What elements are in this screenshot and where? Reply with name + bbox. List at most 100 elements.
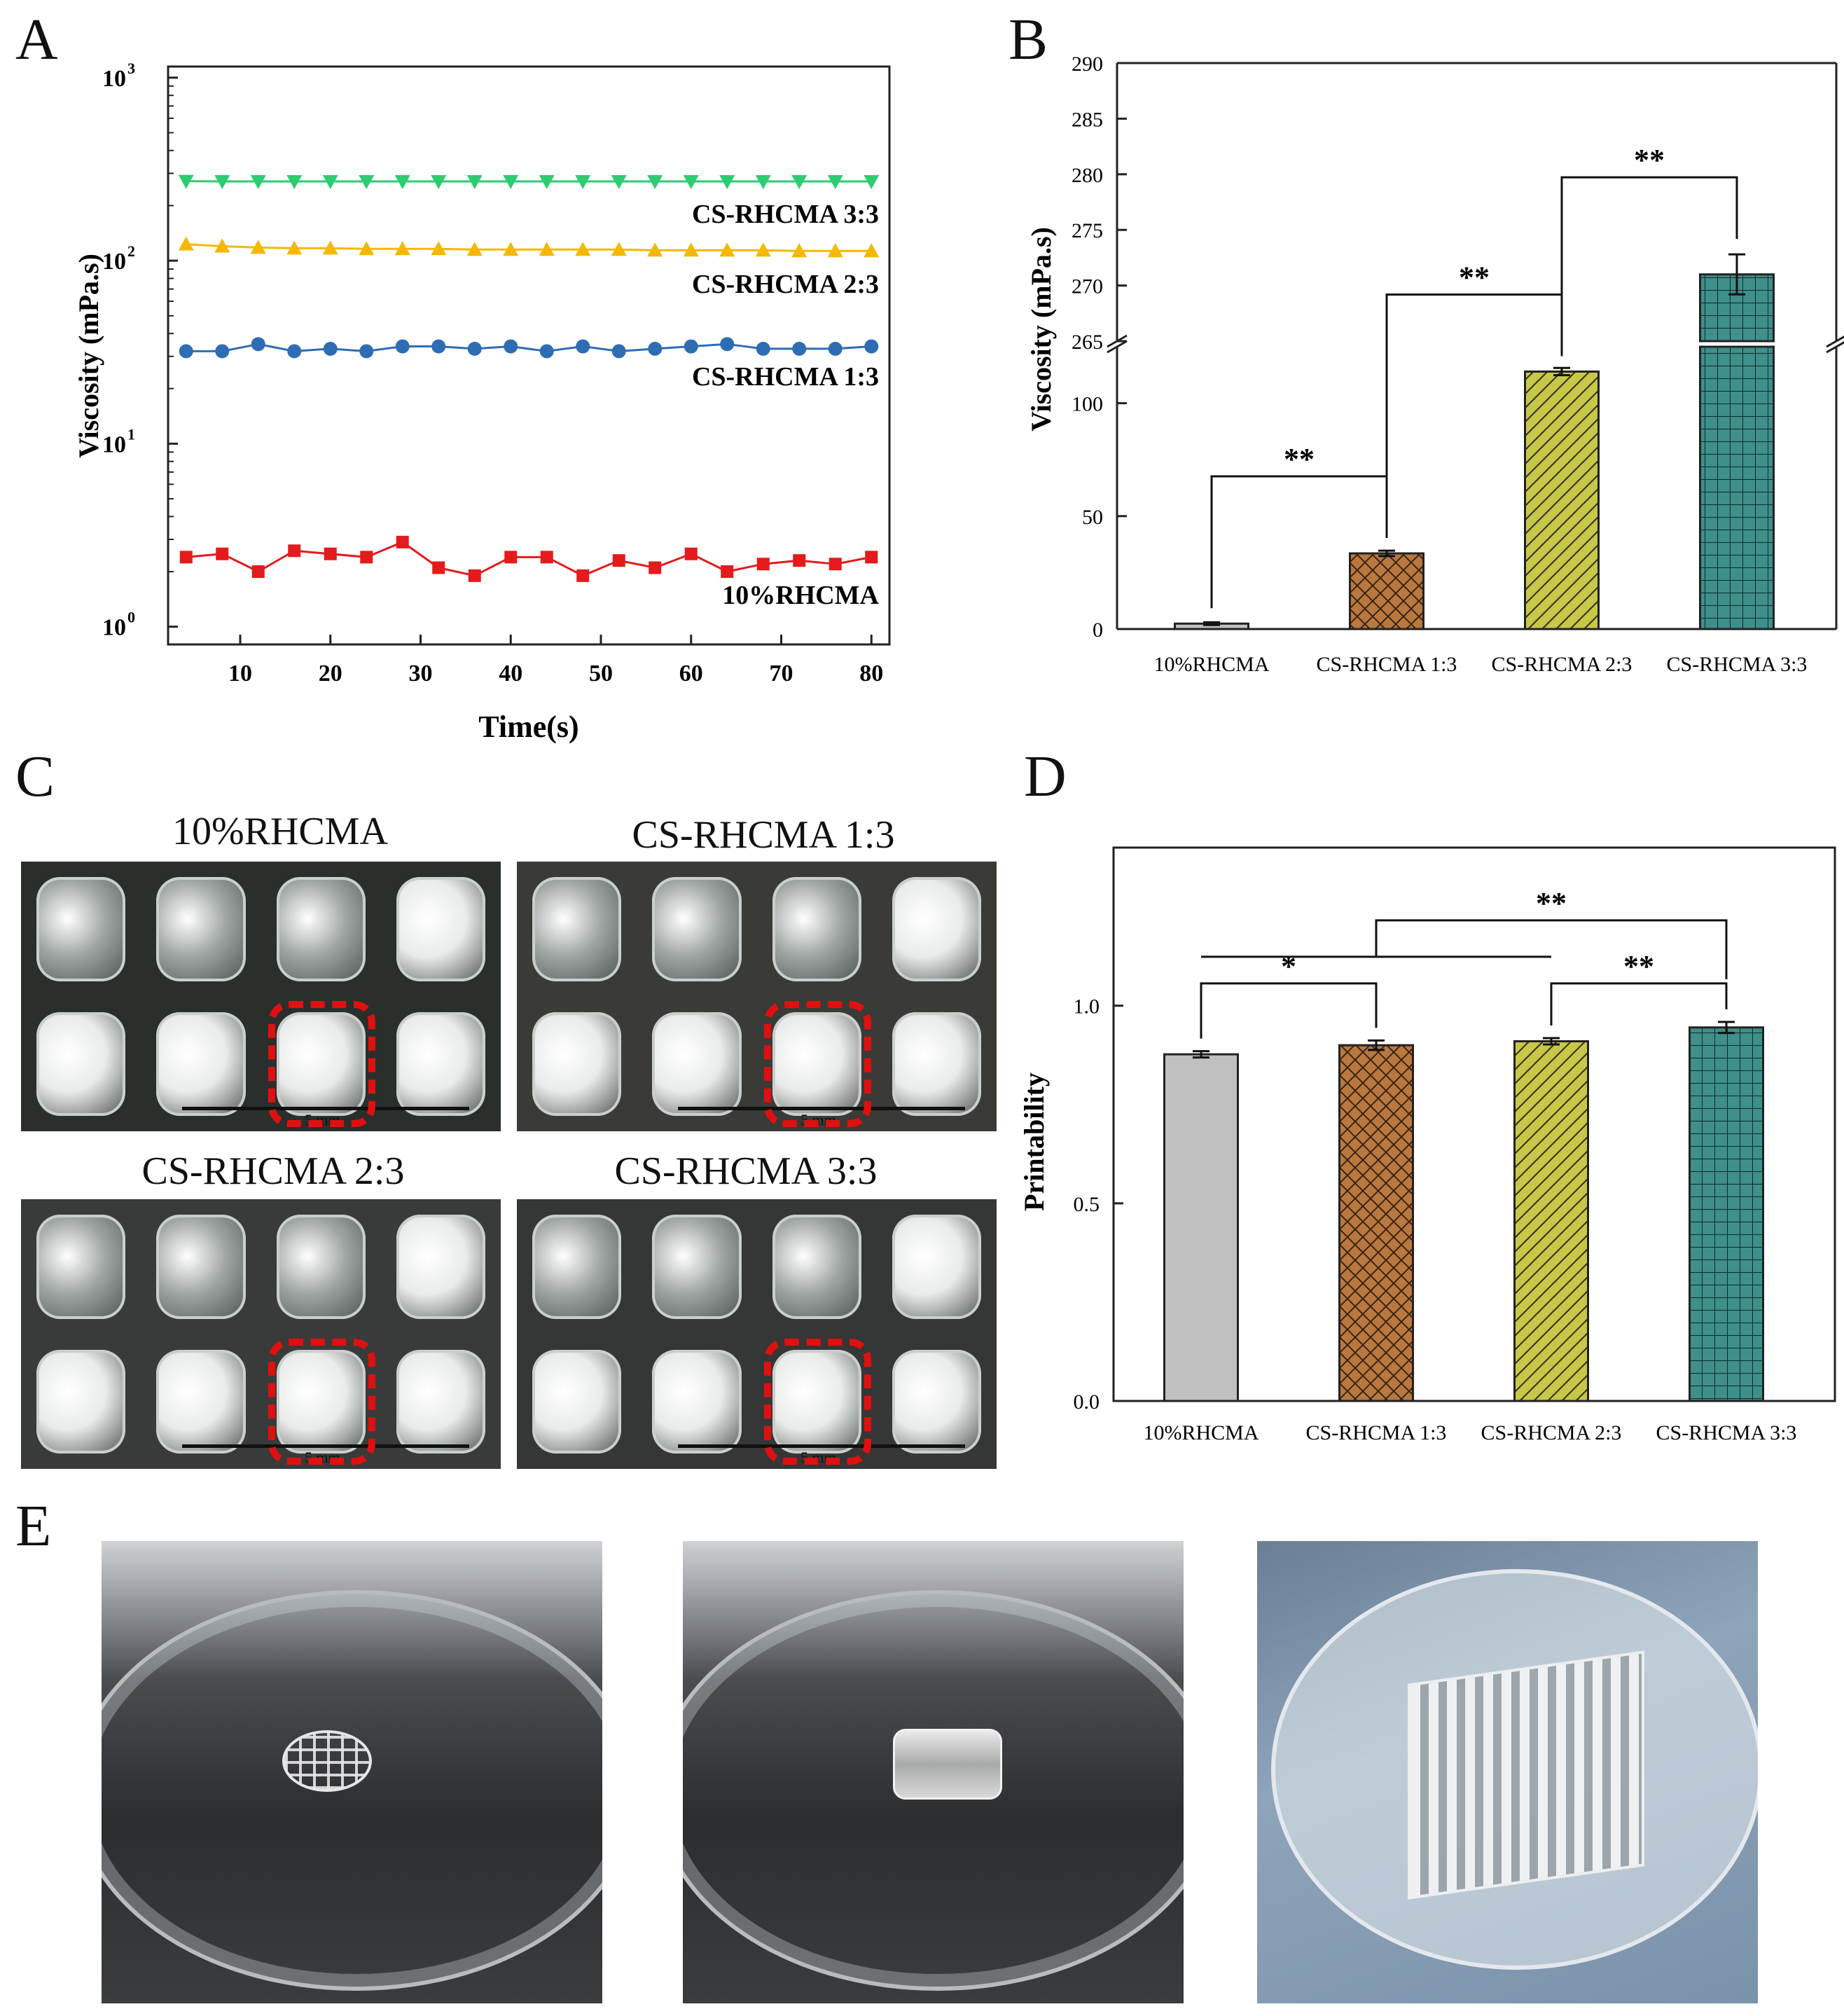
data-point <box>396 535 409 548</box>
data-point <box>251 565 265 579</box>
scaffold-pore <box>156 1012 246 1116</box>
axis-break-mark <box>1107 340 1128 354</box>
x-tick-label: 40 <box>499 661 522 686</box>
data-point <box>864 339 879 354</box>
highlight-pore-outline <box>268 1338 375 1465</box>
data-point <box>178 236 194 251</box>
scaffold-pore <box>772 1215 861 1319</box>
scaffold-pore <box>652 1349 742 1454</box>
panel-label-e: E <box>15 1493 52 1559</box>
viscosity-bar-chart: 265 270 275 280 285 290 0 50 100 ** ** ** 10%RHCMA… <box>1025 53 1844 676</box>
data-point <box>395 339 410 354</box>
data-point <box>431 241 447 256</box>
data-point <box>322 175 338 190</box>
data-point <box>649 561 662 574</box>
data-point <box>359 175 375 190</box>
printability-bar-chart: 0.00.51.0 * **** 10%RHCMA CS-RHCMA 1:3 CS-R… <box>1018 846 1836 1444</box>
y-tick-label: 10 <box>102 249 126 275</box>
bar <box>1699 345 1775 630</box>
data-point <box>394 175 410 190</box>
scaffold-pore <box>892 1215 981 1319</box>
data-point <box>828 341 843 356</box>
data-point <box>684 547 698 560</box>
axis-break-gap <box>1103 341 1844 347</box>
significance-label: ** <box>1459 260 1490 294</box>
data-point <box>612 554 625 567</box>
data-point <box>214 175 230 190</box>
scaffold-pore <box>892 1012 981 1116</box>
data-point <box>468 569 481 582</box>
series-label: CS-RHCMA 3:3 <box>692 200 879 229</box>
scaffold-pore <box>532 877 622 981</box>
y-tick-label: 0 <box>1093 619 1103 642</box>
data-point <box>684 339 698 354</box>
data-point <box>539 344 554 359</box>
micrograph-rhcma: 5 mm <box>21 862 501 1131</box>
block-scaffold <box>893 1729 1002 1800</box>
micrograph-title-rhcma: 10%RHCMA <box>172 810 389 853</box>
lattice-scaffold <box>1408 1650 1644 1900</box>
scaffold-pore <box>772 1012 861 1116</box>
bar <box>1524 370 1600 630</box>
significance-label: ** <box>1536 886 1567 920</box>
scaffold-pore <box>36 1012 126 1116</box>
x-tick-label: 70 <box>770 661 793 686</box>
bar <box>1689 1026 1764 1402</box>
data-point <box>865 551 878 564</box>
data-point <box>540 551 553 564</box>
scaffold-pore <box>532 1349 622 1454</box>
data-point <box>575 242 591 256</box>
data-point <box>864 243 880 258</box>
scaffold-pore <box>276 1215 366 1319</box>
data-point <box>576 569 590 582</box>
series-line <box>186 243 872 252</box>
series-label: CS-RHCMA 1:3 <box>692 362 879 392</box>
highlight-pore-outline <box>763 1000 871 1127</box>
scaffold-pore <box>892 877 981 981</box>
data-point <box>359 241 375 256</box>
data-point <box>250 240 266 254</box>
scaffold-pore <box>36 877 126 981</box>
data-point <box>611 344 626 359</box>
series-label: CS-RHCMA 2:3 <box>692 270 879 299</box>
data-point <box>721 565 734 579</box>
bar <box>1163 1053 1239 1402</box>
scaffold-pore <box>396 877 485 981</box>
scaffold-pore <box>532 1215 622 1319</box>
data-point <box>503 242 519 256</box>
category-label: 10%RHCMA <box>1143 1421 1259 1444</box>
data-point <box>683 242 699 257</box>
y-tick-label: 50 <box>1082 506 1103 529</box>
series-label: 10%RHCMA <box>722 581 879 610</box>
panel-label-c: C <box>15 744 55 809</box>
data-point <box>756 558 770 571</box>
scaffold-photo-3d <box>1257 1541 1758 2003</box>
data-point <box>647 175 663 190</box>
category-label: CS-RHCMA 3:3 <box>1656 1421 1797 1444</box>
significance-bracket <box>1200 982 1378 1039</box>
data-point <box>360 551 373 564</box>
bar <box>1338 1044 1414 1402</box>
scale-bar <box>678 1444 965 1448</box>
scaffold-pore <box>36 1215 126 1319</box>
micrograph-cs33: 5 mm <box>517 1199 997 1469</box>
scaffold-pore <box>276 1012 366 1116</box>
scaffold-pore <box>396 1349 485 1454</box>
bar <box>1349 552 1424 630</box>
data-point <box>719 175 735 190</box>
data-point <box>647 242 663 257</box>
data-point <box>324 547 337 560</box>
data-point <box>216 547 229 560</box>
scaffold-pore <box>892 1349 981 1454</box>
significance-label: * <box>1281 949 1296 983</box>
data-point <box>791 243 807 258</box>
data-point <box>827 243 843 258</box>
scaffold-pore <box>652 1215 742 1319</box>
scaffold-pore <box>652 1012 742 1116</box>
data-point <box>359 344 374 359</box>
significance-label: ** <box>1634 143 1665 177</box>
data-point <box>576 339 590 354</box>
y-tick-exponent: 0 <box>127 609 135 626</box>
data-point <box>431 339 446 354</box>
